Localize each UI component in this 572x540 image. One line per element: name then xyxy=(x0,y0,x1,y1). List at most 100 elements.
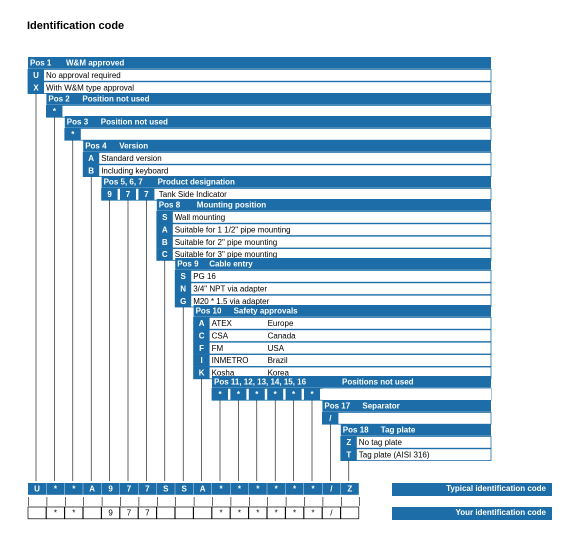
option-text: ATEX xyxy=(212,319,233,328)
option-code: * xyxy=(255,390,259,399)
option-text: Standard version xyxy=(101,154,161,163)
group-pos-label: Pos 2 xyxy=(48,95,70,104)
typical-code-box xyxy=(304,483,322,495)
group-header xyxy=(175,258,491,270)
group-name: Safety approvals xyxy=(234,307,299,316)
option-code: K xyxy=(199,369,205,378)
your-code-box xyxy=(64,506,84,520)
option-code: A xyxy=(88,154,94,163)
option-code: * xyxy=(310,390,314,399)
typical-code-box xyxy=(340,483,359,495)
your-code-box xyxy=(193,506,212,520)
option-row xyxy=(46,105,492,118)
option-code-box xyxy=(156,223,173,236)
option-text: No approval required xyxy=(46,71,121,80)
your-code-char: * xyxy=(293,509,296,518)
option-code: C xyxy=(162,250,168,259)
option-row xyxy=(193,329,492,342)
option-code-box xyxy=(175,282,192,295)
option-code-box xyxy=(340,436,357,449)
typical-code-box xyxy=(175,483,194,495)
typical-code-char: A xyxy=(89,485,95,494)
option-code-box xyxy=(156,236,173,248)
your-code-box xyxy=(101,506,120,520)
typical-code-box xyxy=(83,483,102,495)
your-code-box xyxy=(285,506,304,520)
group-pos-label: Pos 9 xyxy=(177,260,199,269)
typical-code-box xyxy=(322,483,341,495)
your-code-box xyxy=(27,506,47,520)
option-text: Suitable for 1 1/2" pipe mounting xyxy=(175,225,291,234)
page-title: Identification code xyxy=(27,20,125,32)
option-code: A xyxy=(162,225,168,234)
group-header xyxy=(340,424,491,436)
option-row xyxy=(174,269,492,283)
typical-code-box xyxy=(230,483,249,495)
option-code-box xyxy=(101,188,118,201)
your-code-box xyxy=(248,506,268,520)
your-code-char: * xyxy=(54,509,57,518)
group-pos-label: Pos 4 xyxy=(85,142,107,151)
option-code-box xyxy=(175,270,192,283)
typical-code-char: * xyxy=(256,485,260,494)
typical-code-char: * xyxy=(293,485,297,494)
group-pos-label: Pos 18 xyxy=(343,426,369,435)
option-code: I xyxy=(200,356,202,365)
your-code-char: 9 xyxy=(108,509,113,518)
your-code-box xyxy=(340,506,360,520)
your-code-box xyxy=(119,506,139,520)
typical-code-box xyxy=(120,483,138,495)
typical-code-char: 7 xyxy=(127,485,132,494)
option-code: 7 xyxy=(126,190,131,199)
option-code: * xyxy=(71,130,75,139)
typical-code-char: S xyxy=(182,485,188,494)
group-header xyxy=(64,116,492,128)
group-header xyxy=(212,376,491,388)
your-code-label: Your identification code xyxy=(392,507,552,520)
your-code-char: / xyxy=(330,509,333,518)
typical-code-char: 7 xyxy=(145,485,150,494)
your-code-char: * xyxy=(311,509,314,518)
option-text: Kosha xyxy=(212,369,235,378)
option-code: Z xyxy=(346,438,351,447)
option-code: S xyxy=(162,213,168,222)
option-text: 3/4" NPT via adapter xyxy=(193,284,267,293)
group-header xyxy=(322,400,491,412)
option-text: Suitable for 3" pipe mounting xyxy=(175,250,277,259)
group-header xyxy=(101,176,491,188)
group-pos-label: Pos 5, 6, 7 xyxy=(104,178,144,187)
typical-code-box xyxy=(64,483,83,495)
option-code-box xyxy=(28,69,44,82)
typical-code-char: * xyxy=(238,485,242,494)
your-code-char: * xyxy=(275,509,278,518)
typical-code-char: / xyxy=(330,485,333,494)
option-code: S xyxy=(181,272,187,281)
group-name: Position not used xyxy=(101,118,168,127)
option-code-box xyxy=(212,388,228,401)
group-pos-label: Pos 1 xyxy=(30,59,52,68)
group-name: Separator xyxy=(362,402,399,411)
typical-code-label: Typical identification code xyxy=(392,483,552,496)
option-text: Suitable for 2" pipe mounting xyxy=(175,238,277,247)
option-code-box xyxy=(156,248,173,261)
typical-code-box xyxy=(156,483,175,495)
group-header xyxy=(83,140,491,152)
your-code-char: 7 xyxy=(145,509,150,518)
option-code-box xyxy=(156,211,173,224)
option-code: A xyxy=(199,319,205,328)
option-code: * xyxy=(292,390,296,399)
typical-code-char: Z xyxy=(347,485,352,494)
typical-code-char: U xyxy=(34,485,40,494)
your-code-box xyxy=(266,506,286,520)
option-code-box xyxy=(193,317,210,330)
typical-code-char: * xyxy=(311,485,315,494)
typical-code-char: * xyxy=(219,485,223,494)
group-pos-label: Pos 8 xyxy=(159,201,181,210)
your-code-char: * xyxy=(238,509,241,518)
option-code-box xyxy=(304,388,320,401)
option-code: B xyxy=(88,166,94,175)
option-code: / xyxy=(329,414,332,423)
option-text: No tag plate xyxy=(359,438,403,447)
typical-code-box xyxy=(28,483,46,495)
